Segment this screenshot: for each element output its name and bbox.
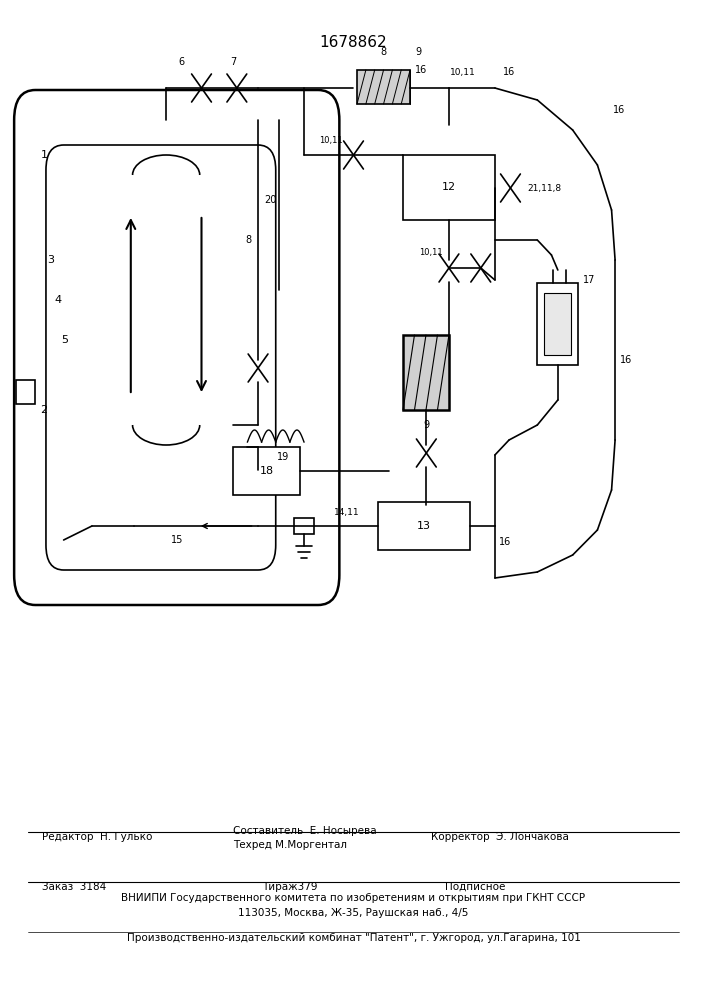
Bar: [357, 70, 410, 104]
Text: 10,11: 10,11: [319, 135, 343, 144]
Text: 17: 17: [583, 275, 595, 285]
Text: Производственно-издательский комбинат "Патент", г. Ужгород, ул.Гагарина, 101: Производственно-издательский комбинат "П…: [127, 933, 580, 943]
Text: 113035, Москва, Ж-35, Раушская наб., 4/5: 113035, Москва, Ж-35, Раушская наб., 4/5: [238, 908, 469, 918]
Text: 6: 6: [179, 57, 185, 67]
Text: 20: 20: [264, 195, 277, 205]
Bar: [294, 518, 314, 534]
Bar: [403, 335, 449, 410]
Text: Заказ  3184: Заказ 3184: [42, 882, 107, 892]
Text: 18: 18: [260, 466, 274, 476]
Text: Тираж379: Тираж379: [262, 882, 317, 892]
Text: 2: 2: [40, 405, 47, 415]
Text: 3: 3: [47, 255, 54, 265]
Text: Подписное: Подписное: [445, 882, 506, 892]
Bar: [378, 502, 470, 550]
Text: 19: 19: [276, 452, 289, 462]
Text: 4: 4: [54, 295, 62, 305]
Text: 5: 5: [62, 335, 69, 345]
Text: 16: 16: [619, 355, 632, 365]
Text: 1: 1: [40, 150, 47, 160]
Text: 10,11: 10,11: [419, 247, 443, 256]
Text: ВНИИПИ Государственного комитета по изобретениям и открытиям при ГКНТ СССР: ВНИИПИ Государственного комитета по изоб…: [122, 893, 585, 903]
Text: 13: 13: [417, 521, 431, 531]
Text: 21,11,8: 21,11,8: [527, 184, 561, 192]
Bar: [537, 283, 578, 365]
Text: 16: 16: [503, 67, 515, 77]
Text: 16: 16: [612, 105, 625, 115]
Text: 9: 9: [423, 420, 429, 430]
Text: 8: 8: [246, 235, 252, 245]
Text: 9: 9: [416, 47, 421, 57]
Text: 1678862: 1678862: [320, 35, 387, 50]
Text: 12: 12: [442, 182, 456, 192]
Text: Техред М.Моргентал: Техред М.Моргентал: [233, 840, 347, 850]
Bar: [544, 293, 571, 355]
Text: 10,11: 10,11: [450, 68, 476, 78]
Bar: [16, 380, 35, 404]
Text: 15: 15: [170, 535, 183, 545]
Text: 7: 7: [230, 57, 236, 67]
Text: Составитель  Е. Носырева: Составитель Е. Носырева: [233, 826, 377, 836]
Bar: [403, 155, 495, 220]
Text: Редактор  Н. Гулько: Редактор Н. Гулько: [42, 832, 153, 842]
Bar: [233, 447, 300, 495]
Text: 16: 16: [414, 65, 427, 75]
Text: Корректор  Э. Лончакова: Корректор Э. Лончакова: [431, 832, 569, 842]
Text: 14,11: 14,11: [334, 508, 359, 516]
Text: 16: 16: [499, 537, 512, 547]
Text: 8: 8: [380, 47, 387, 57]
